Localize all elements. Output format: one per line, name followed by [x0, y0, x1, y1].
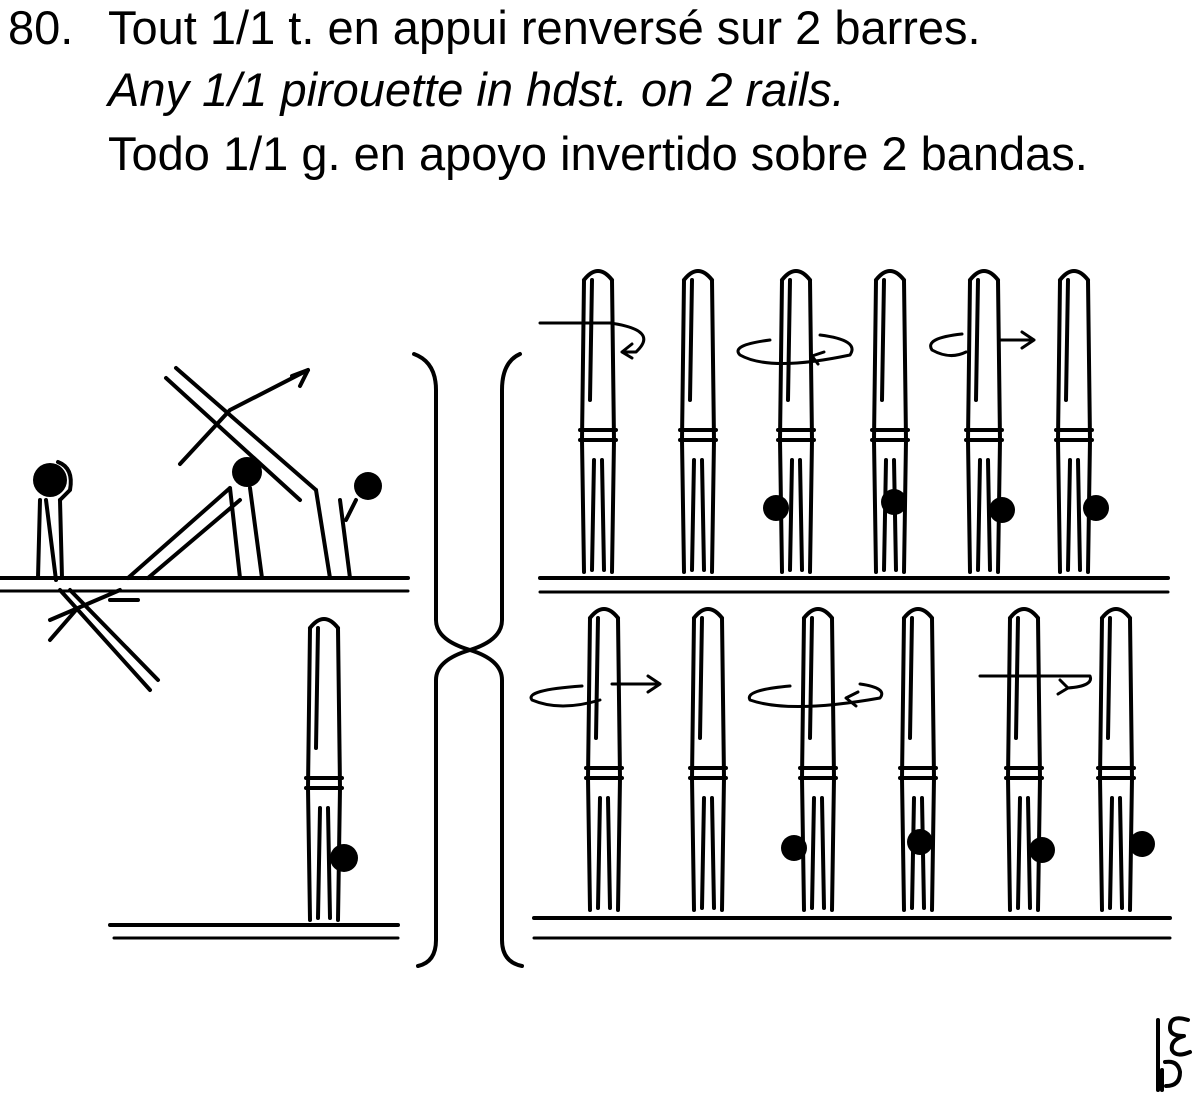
left-lower-rail — [108, 923, 400, 940]
pirouette-lower-5 — [1004, 607, 1055, 912]
brace-right — [468, 352, 524, 968]
brace-left — [412, 352, 472, 968]
gymnast-handstand-left — [304, 617, 358, 922]
pirouette-upper-4 — [870, 269, 910, 574]
pirouette-lower-2 — [688, 607, 728, 912]
rotation-arrow-upper-3 — [929, 330, 1036, 357]
element-number: 80. — [8, 1, 74, 54]
rotation-arrow-lower-1 — [529, 674, 662, 708]
rotation-arrow-upper-2 — [736, 333, 854, 366]
pirouette-lower-1 — [584, 607, 624, 912]
rotation-arrow-upper-1 — [538, 321, 646, 360]
left-upper-rail — [0, 576, 410, 593]
pirouette-upper-5 — [964, 269, 1015, 574]
pirouette-lower-4 — [898, 607, 938, 912]
element-header: 80. Tout 1/1 t. en appui renversé sur 2 … — [0, 0, 1198, 190]
value-symbol — [1156, 1016, 1192, 1092]
pirouette-upper-2 — [678, 269, 718, 574]
right-upper-rail — [538, 576, 1170, 594]
pirouette-lower-3 — [781, 607, 838, 912]
pirouette-upper-1 — [578, 269, 618, 574]
rotation-arrow-lower-2 — [747, 682, 884, 708]
title-english: Any 1/1 pirouette in hdst. on 2 rails. — [108, 63, 845, 116]
gymnast-lift-to-pike — [126, 366, 382, 580]
right-lower-rail — [532, 916, 1172, 940]
pirouette-upper-3 — [763, 269, 816, 574]
pirouette-upper-6 — [1054, 269, 1109, 574]
title-french: Tout 1/1 t. en appui renversé sur 2 barr… — [108, 1, 981, 54]
rotation-arrow-lower-3 — [978, 674, 1093, 696]
title-spanish: Todo 1/1 g. en apoyo invertido sobre 2 b… — [108, 127, 1088, 180]
pirouette-lower-6 — [1096, 607, 1155, 912]
gymnast-front-support — [33, 460, 160, 692]
